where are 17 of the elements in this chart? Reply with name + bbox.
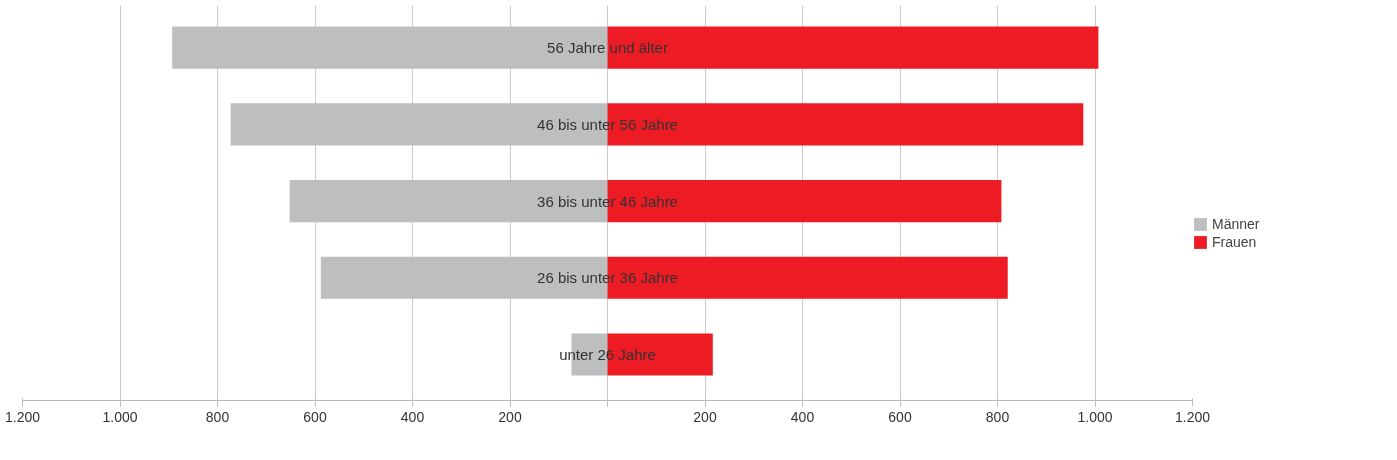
bar <box>172 26 608 69</box>
y-tick-label: 56 Jahre und älter <box>547 39 668 57</box>
bar <box>607 26 1099 69</box>
x-tick-label: 1.000 <box>102 408 138 425</box>
x-tick-label: 1.000 <box>1077 408 1113 425</box>
x-tick-label: 200 <box>498 408 522 425</box>
legend-label: Frauen <box>1212 234 1257 250</box>
x-tick-label: 400 <box>790 408 815 425</box>
x-tick-label: 1.200 <box>1174 408 1211 425</box>
x-tick-label: 1.200 <box>4 408 41 425</box>
x-tick-label: 400 <box>400 408 425 425</box>
x-tick-label: 600 <box>888 408 912 425</box>
legend-label: Männer <box>1212 216 1260 232</box>
x-tick-label: 200 <box>693 408 717 425</box>
x-tick-label: 800 <box>205 408 230 425</box>
x-tick-label: 800 <box>985 408 1010 425</box>
x-tick-label: 600 <box>303 408 327 425</box>
